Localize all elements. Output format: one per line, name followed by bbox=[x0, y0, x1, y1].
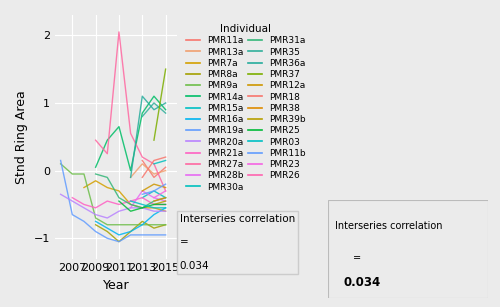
Y-axis label: Stnd Ring Area: Stnd Ring Area bbox=[15, 90, 28, 184]
Text: 0.034: 0.034 bbox=[344, 276, 382, 289]
Text: =: = bbox=[352, 253, 360, 263]
Text: Interseries correlation

=

0.034: Interseries correlation = 0.034 bbox=[180, 214, 295, 271]
Legend: PMR11a, PMR13a, PMR7a, PMR8a, PMR9a, PMR14a, PMR15a, PMR16a, PMR19a, PMR20a, PMR: PMR11a, PMR13a, PMR7a, PMR8a, PMR9a, PMR… bbox=[182, 20, 310, 196]
X-axis label: Year: Year bbox=[102, 279, 130, 292]
Text: Interseries correlation

=: Interseries correlation = bbox=[180, 214, 295, 271]
FancyBboxPatch shape bbox=[328, 200, 488, 298]
Text: Interseries correlation: Interseries correlation bbox=[335, 221, 442, 231]
